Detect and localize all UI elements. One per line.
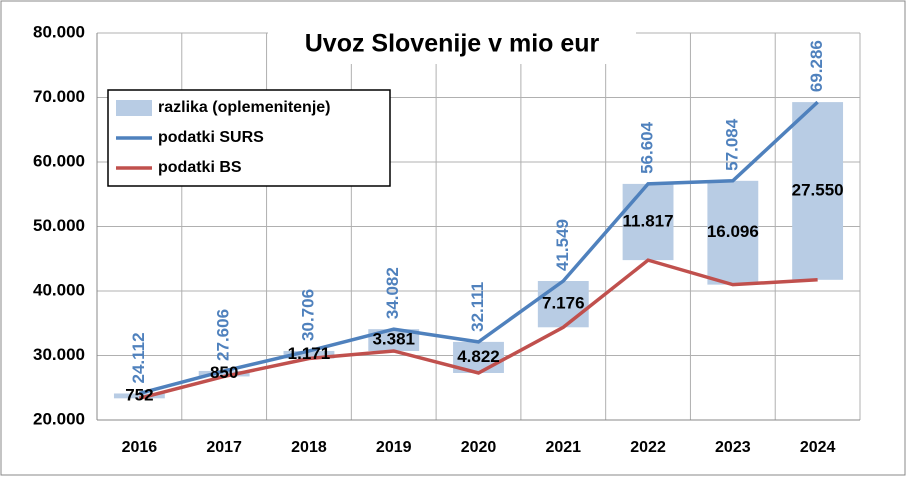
line-series — [138, 258, 818, 401]
x-tick-label: 2017 — [206, 439, 242, 456]
difference-bar — [113, 393, 165, 399]
line-value-label: 57.084 — [722, 118, 741, 171]
x-tick-label: 2016 — [122, 439, 158, 456]
line-series — [138, 100, 819, 396]
line-value-label: 34.082 — [383, 267, 402, 319]
y-tick-label: 20.000 — [33, 409, 85, 428]
bar-value-label: 27.550 — [792, 180, 844, 199]
line-value-label: 24.112 — [129, 332, 148, 383]
bar-value-label: 752 — [125, 385, 153, 404]
difference-bar — [792, 102, 844, 280]
bar-value-label: 1.171 — [288, 344, 331, 363]
legend-label: podatki BS — [158, 159, 242, 176]
x-tick-label: 2024 — [800, 439, 836, 456]
x-tick-label: 2022 — [630, 439, 666, 456]
chart-title: Uvoz Slovenije v mio eur — [305, 30, 600, 58]
bar-value-label: 850 — [210, 363, 238, 382]
difference-bar — [707, 180, 759, 285]
line-value-label: 56.604 — [638, 121, 657, 174]
plot-layer: 20.000 30.000 40.000 50.000 60.000 70.000 80.0… — [33, 22, 861, 456]
line-value-label: 69.286 — [807, 40, 826, 92]
legend-label: podatki SURS — [158, 129, 264, 146]
bar-value-label: 11.817 — [623, 211, 674, 230]
difference-bar — [198, 370, 250, 377]
x-tick-label: 2018 — [291, 439, 327, 456]
y-tick-label: 60.000 — [33, 151, 85, 170]
legend-box — [107, 89, 391, 187]
line-value-label: 41.549 — [553, 219, 572, 271]
y-tick-label: 70.000 — [33, 87, 85, 106]
y-tick-label: 80.000 — [33, 22, 85, 41]
difference-bar — [283, 350, 335, 359]
difference-bar — [368, 329, 420, 351]
legend-swatch — [116, 100, 152, 116]
bar-value-label: 16.096 — [707, 222, 759, 241]
y-tick-label: 50.000 — [33, 216, 85, 235]
bar-value-label: 3.381 — [372, 330, 415, 349]
difference-bar — [537, 281, 589, 328]
line-value-label: 27.606 — [214, 309, 233, 361]
legend-label: razlika (oplemenitenje) — [158, 99, 331, 116]
bar-value-label: 4.822 — [457, 347, 500, 366]
difference-bar — [622, 183, 674, 261]
x-tick-label: 2023 — [715, 439, 751, 456]
x-tick-label: 2021 — [545, 439, 581, 456]
y-tick-label: 40.000 — [33, 280, 85, 299]
bar-value-label: 7.176 — [542, 294, 585, 313]
x-tick-label: 2019 — [376, 439, 412, 456]
title-background — [268, 26, 636, 64]
y-tick-label: 30.000 — [33, 345, 85, 364]
line-value-label: 32.111 — [468, 282, 487, 332]
line-value-label: 30.706 — [298, 289, 317, 341]
x-tick-label: 2020 — [461, 439, 497, 456]
